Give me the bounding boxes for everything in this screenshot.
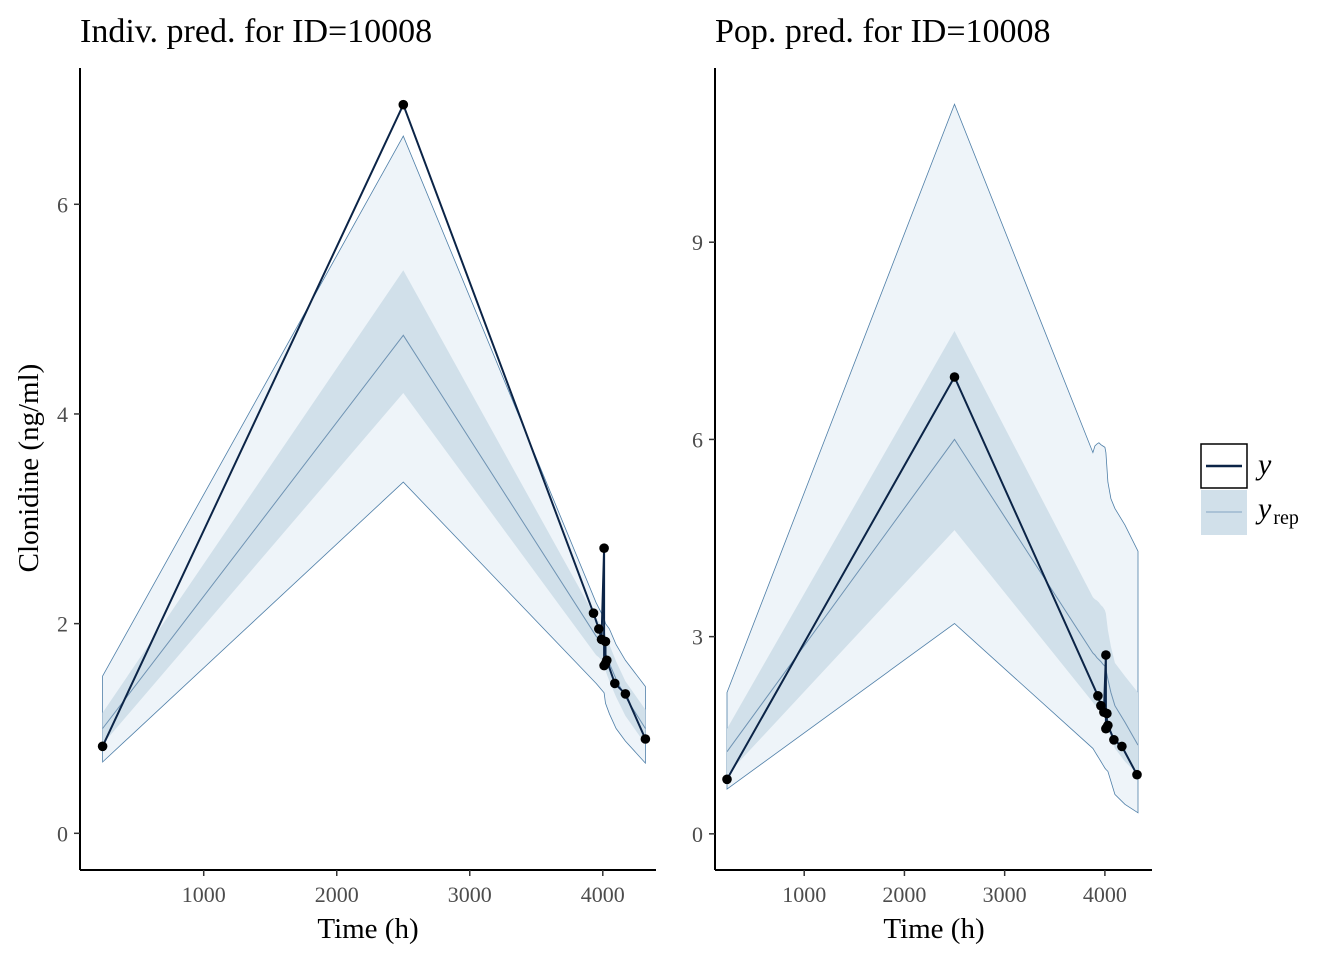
observed-point: [1103, 720, 1113, 731]
observed-point: [97, 741, 108, 752]
y-tick-label: 2: [57, 612, 68, 637]
x-axis-title: Time (h): [883, 913, 984, 945]
legend: y y rep: [1200, 443, 1299, 535]
plot-area: [722, 103, 1142, 814]
panel-title: Pop. pred. for ID=10008: [715, 13, 1051, 50]
observed-point: [949, 372, 960, 382]
y-tick-label: 4: [57, 402, 68, 427]
observed-point: [620, 689, 631, 699]
observed-point: [398, 99, 409, 110]
panel-population-prediction: Pop. pred. for ID=10008 1000 2000 3000 4000…: [692, 13, 1152, 945]
observed-point: [610, 678, 620, 689]
observed-point: [588, 608, 599, 618]
observed-point: [1102, 708, 1112, 719]
legend-label-observed: y: [1255, 448, 1272, 481]
y-axis-title: Clonidine (ng/ml): [13, 364, 45, 573]
observed-point: [599, 543, 609, 553]
observed-point: [1132, 769, 1142, 780]
x-tick-label: 4000: [1083, 882, 1127, 907]
panel-individual-prediction: Indiv. pred. for ID=10008 1000 2000 3000 40…: [13, 13, 656, 945]
y-tick-label: 9: [692, 230, 703, 255]
observed-point: [722, 774, 732, 785]
x-tick-label: 2000: [315, 882, 359, 907]
inner-interval-band: [102, 270, 646, 745]
axis-ticks: 1000 2000 3000 4000 0 2 4 6: [57, 192, 625, 907]
y-tick-label: 0: [57, 821, 68, 846]
observed-point: [640, 734, 651, 744]
x-tick-label: 3000: [448, 882, 492, 907]
observed-point: [600, 636, 611, 647]
x-axis-title: Time (h): [317, 913, 418, 945]
y-tick-label: 0: [692, 822, 703, 847]
panel-title: Indiv. pred. for ID=10008: [80, 13, 432, 50]
y-tick-label: 6: [692, 427, 703, 452]
y-tick-label: 3: [692, 625, 703, 650]
legend-label-replicated-subscript: rep: [1273, 507, 1299, 529]
observed-point: [1093, 691, 1103, 701]
x-tick-label: 2000: [882, 882, 926, 907]
y-tick-label: 6: [57, 192, 68, 217]
legend-label-replicated-main: y: [1255, 492, 1272, 525]
axis-ticks: 1000 2000 3000 4000 0 3 6 9: [692, 230, 1127, 907]
outer-interval-band: [102, 135, 646, 765]
plot-area: [97, 99, 651, 765]
x-tick-label: 1000: [182, 882, 226, 907]
observed-point: [602, 655, 612, 666]
legend-label-replicated: y rep: [1255, 492, 1299, 529]
x-tick-label: 3000: [983, 882, 1027, 907]
x-tick-label: 4000: [581, 882, 625, 907]
inner-interval-band: [727, 331, 1138, 775]
observed-point: [1117, 741, 1127, 752]
observed-point: [594, 624, 604, 634]
median-prediction-line: [726, 438, 1139, 752]
observed-point: [1109, 735, 1119, 745]
x-tick-label: 1000: [782, 882, 826, 907]
observed-point: [1101, 650, 1111, 660]
